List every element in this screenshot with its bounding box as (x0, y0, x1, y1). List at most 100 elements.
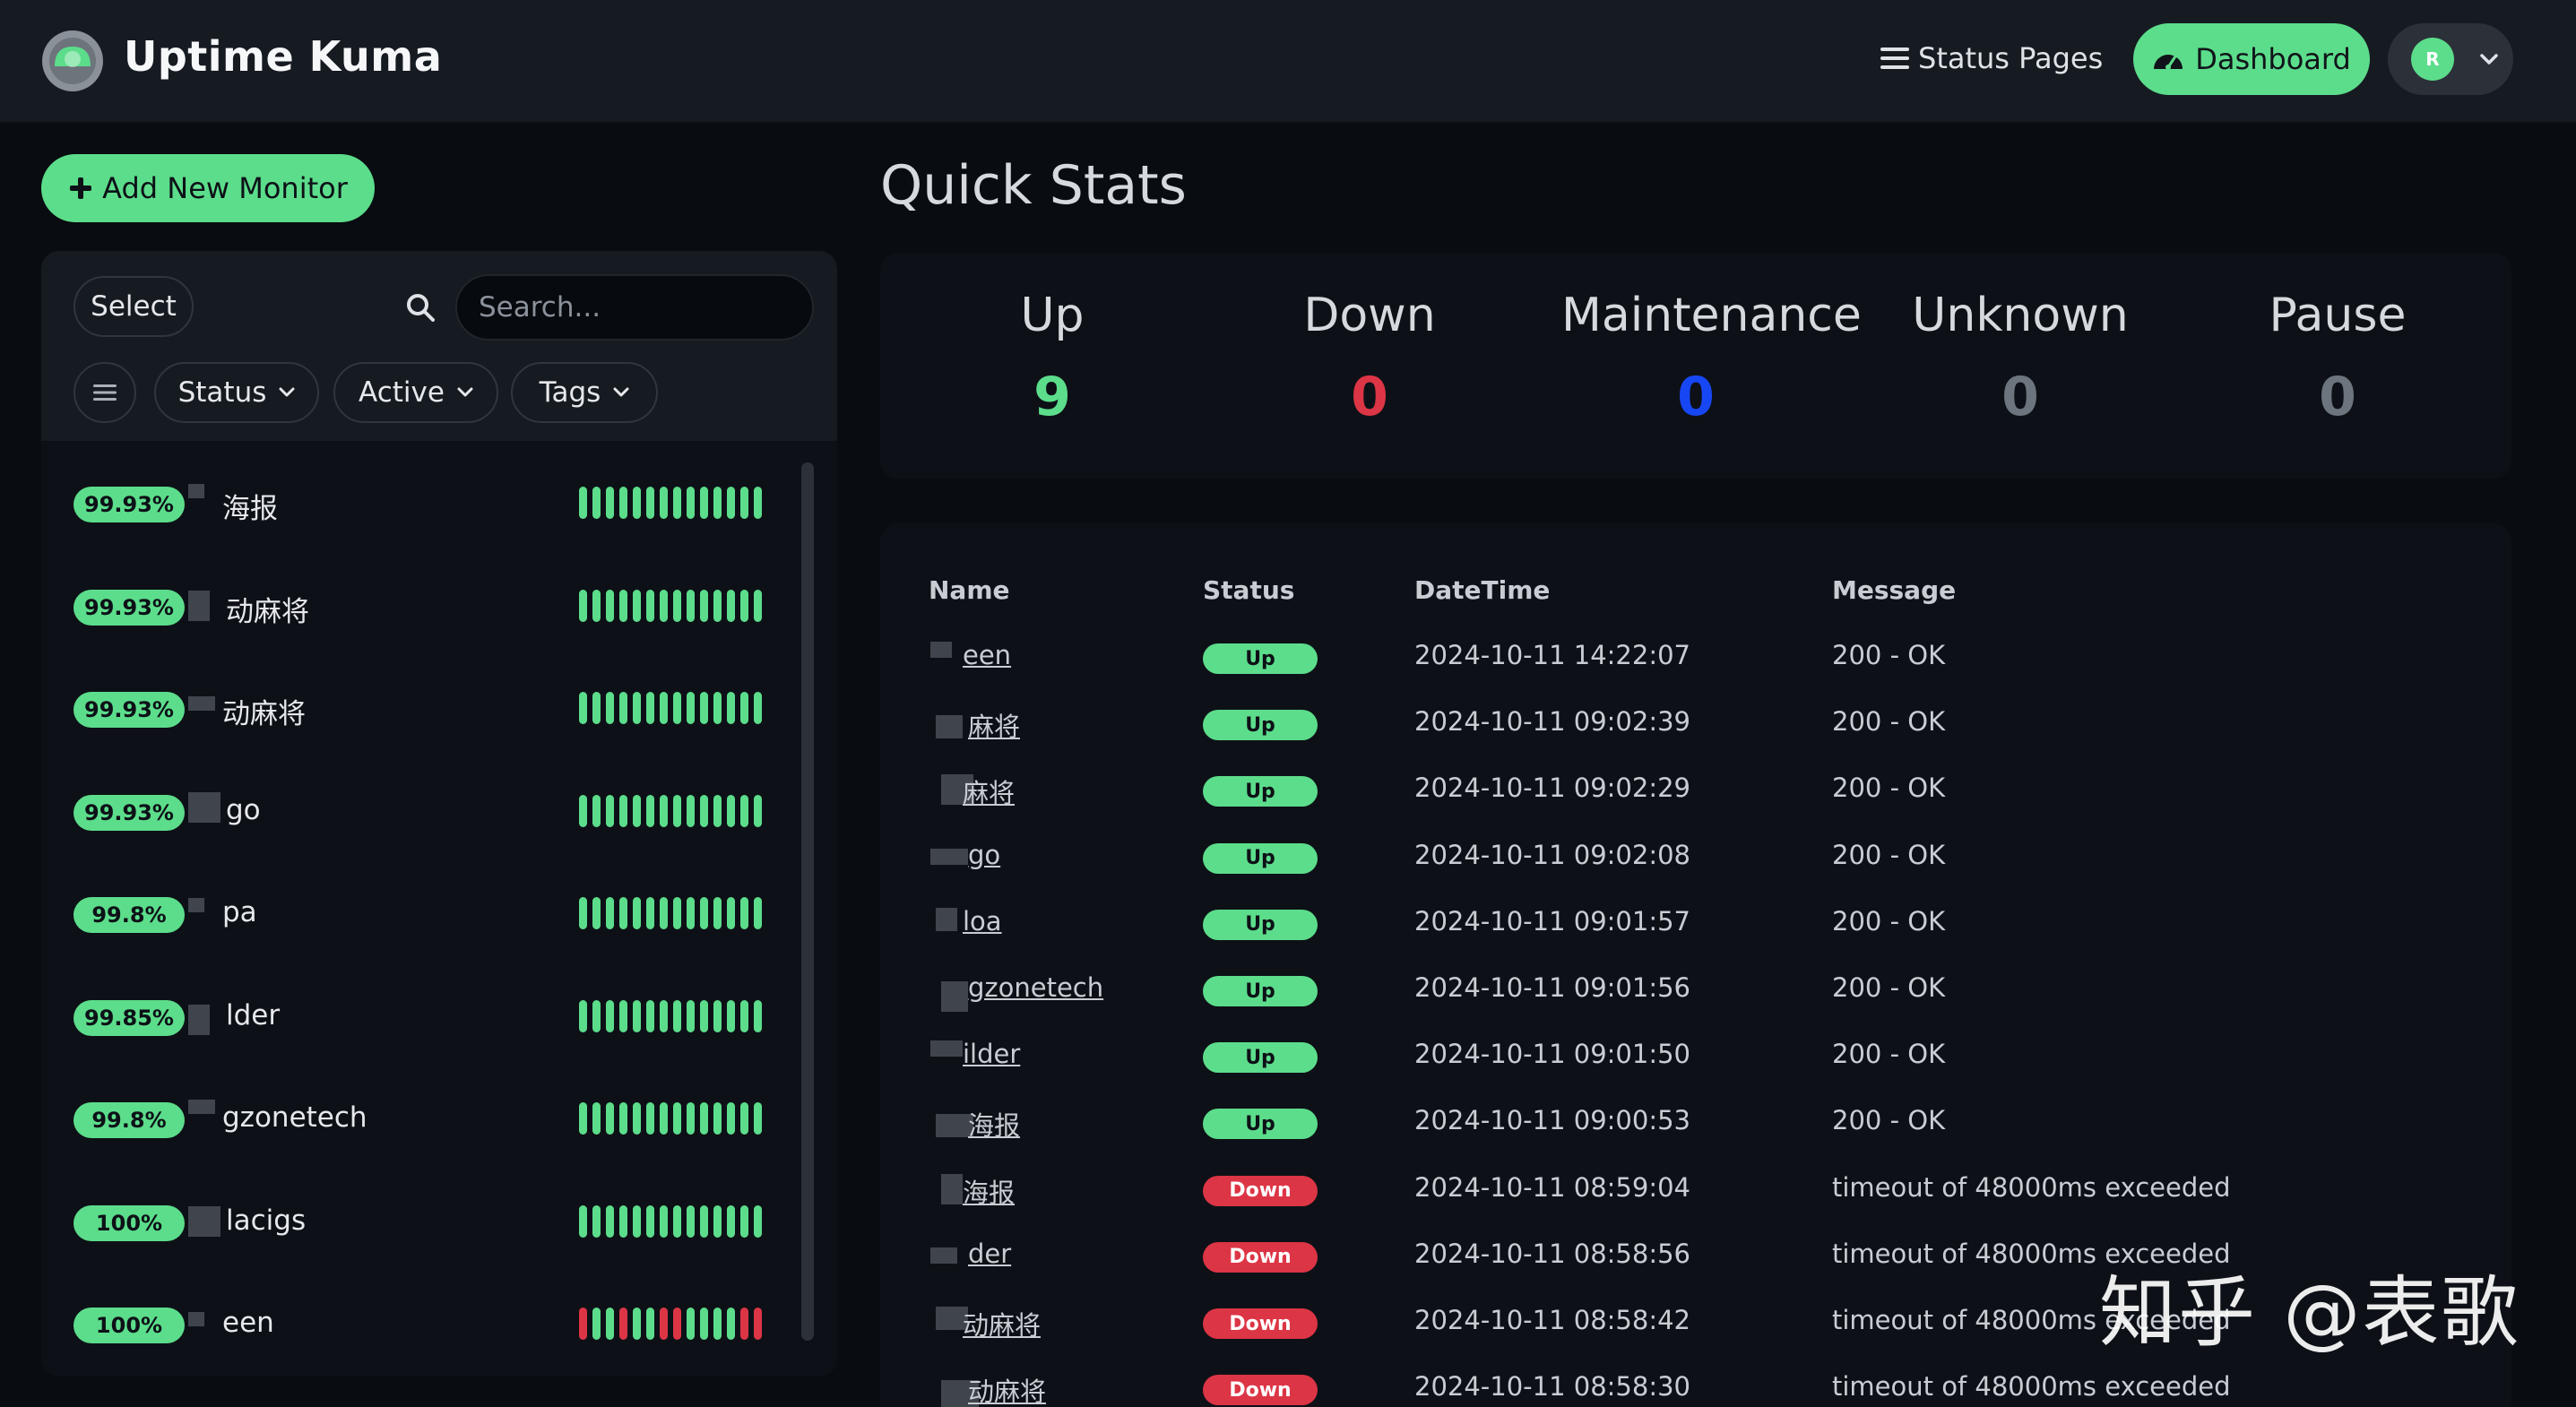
heartbeat-beat[interactable] (619, 487, 627, 519)
heartbeat-beat[interactable] (687, 589, 695, 622)
heartbeat-beat[interactable] (579, 999, 587, 1032)
heartbeat-beat[interactable] (740, 1204, 748, 1238)
heartbeat-beat[interactable] (673, 487, 681, 519)
heartbeat-beat[interactable] (687, 1102, 695, 1135)
heartbeat-beat[interactable] (673, 897, 681, 929)
status-pages-link[interactable]: Status Pages (1880, 41, 2103, 75)
heartbeat-beat[interactable] (687, 692, 695, 724)
heartbeat-beat[interactable] (660, 1308, 668, 1340)
heartbeat-beat[interactable] (633, 897, 641, 929)
heartbeat-beat[interactable] (646, 794, 654, 827)
heartbeat-beat[interactable] (633, 1102, 641, 1135)
heartbeat-beat[interactable] (646, 1102, 654, 1135)
heartbeat-beat[interactable] (687, 487, 695, 519)
active-filter-dropdown[interactable]: Active (333, 362, 498, 423)
heartbeat-beat[interactable] (673, 692, 681, 724)
heartbeat-beat[interactable] (687, 999, 695, 1032)
heartbeat-beat[interactable] (727, 897, 735, 929)
heartbeat-beat[interactable] (700, 1204, 708, 1238)
search-input[interactable] (455, 274, 814, 341)
heartbeat-beat[interactable] (740, 794, 748, 827)
heartbeat-beat[interactable] (754, 692, 762, 724)
heartbeat-beat[interactable] (660, 589, 668, 622)
heartbeat-beat[interactable] (606, 897, 614, 929)
heartbeat-beat[interactable] (687, 897, 695, 929)
heartbeat-beat[interactable] (727, 589, 735, 622)
heartbeat-beat[interactable] (754, 1308, 762, 1340)
heartbeat-beat[interactable] (740, 589, 748, 622)
monitor-item[interactable]: 99.93% 动麻将 (41, 659, 803, 761)
event-monitor-link[interactable]: der (968, 1238, 1012, 1269)
status-filter-dropdown[interactable]: Status (154, 362, 319, 423)
heartbeat-beat[interactable] (700, 692, 708, 724)
heartbeat-beat[interactable] (619, 999, 627, 1032)
heartbeat-beat[interactable] (740, 692, 748, 724)
heartbeat-beat[interactable] (700, 1102, 708, 1135)
monitor-item[interactable]: 100% lacigs (41, 1172, 803, 1274)
heartbeat-beat[interactable] (646, 692, 654, 724)
heartbeat-beat[interactable] (633, 1204, 641, 1238)
heartbeat-beat[interactable] (633, 794, 641, 827)
heartbeat-beat[interactable] (606, 589, 614, 622)
heartbeat-beat[interactable] (606, 1102, 614, 1135)
heartbeat-beat[interactable] (713, 794, 722, 827)
heartbeat-beat[interactable] (606, 692, 614, 724)
monitor-item[interactable]: 99.8% gzonetech (41, 1069, 803, 1171)
heartbeat-beat[interactable] (700, 1308, 708, 1340)
heartbeat-beat[interactable] (646, 1204, 654, 1238)
heartbeat-beat[interactable] (754, 999, 762, 1032)
heartbeat-beat[interactable] (646, 487, 654, 519)
heartbeat-beat[interactable] (700, 487, 708, 519)
heartbeat-beat[interactable] (727, 999, 735, 1032)
uptime-kuma-logo-icon[interactable] (38, 27, 108, 91)
monitor-list-scrollbar[interactable] (801, 462, 814, 1341)
event-monitor-link[interactable]: 动麻将 (968, 1377, 1047, 1407)
heartbeat-beat[interactable] (713, 589, 722, 622)
event-monitor-link[interactable]: 动麻将 (963, 1310, 1042, 1341)
heartbeat-beat[interactable] (633, 487, 641, 519)
heartbeat-beat[interactable] (673, 589, 681, 622)
heartbeat-beat[interactable] (713, 487, 722, 519)
heartbeat-beat[interactable] (660, 794, 668, 827)
heartbeat-beat[interactable] (592, 692, 601, 724)
app-title[interactable]: Uptime Kuma (124, 32, 443, 81)
heartbeat-beat[interactable] (633, 1308, 641, 1340)
heartbeat-beat[interactable] (740, 897, 748, 929)
monitor-item[interactable]: 99.93% 动麻将 (41, 557, 803, 659)
event-monitor-link[interactable]: loa (963, 905, 1002, 937)
heartbeat-beat[interactable] (673, 794, 681, 827)
heartbeat-beat[interactable] (673, 999, 681, 1032)
heartbeat-beat[interactable] (660, 692, 668, 724)
profile-dropdown[interactable]: R (2388, 23, 2513, 95)
heartbeat-beat[interactable] (619, 589, 627, 622)
heartbeat-beat[interactable] (592, 999, 601, 1032)
event-monitor-link[interactable]: 麻将 (963, 778, 1016, 809)
heartbeat-beat[interactable] (579, 1102, 587, 1135)
monitor-item[interactable]: 99.8% pa (41, 864, 803, 966)
heartbeat-beat[interactable] (606, 487, 614, 519)
heartbeat-beat[interactable] (660, 487, 668, 519)
heartbeat-beat[interactable] (619, 1204, 627, 1238)
heartbeat-beat[interactable] (713, 999, 722, 1032)
heartbeat-beat[interactable] (673, 1102, 681, 1135)
heartbeat-beat[interactable] (727, 794, 735, 827)
heartbeat-beat[interactable] (673, 1308, 681, 1340)
heartbeat-beat[interactable] (713, 1102, 722, 1135)
heartbeat-beat[interactable] (619, 794, 627, 827)
event-monitor-link[interactable]: gzonetech (968, 972, 1104, 1003)
heartbeat-beat[interactable] (700, 999, 708, 1032)
event-monitor-link[interactable]: 海报 (963, 1177, 1016, 1208)
heartbeat-beat[interactable] (713, 897, 722, 929)
heartbeat-beat[interactable] (754, 1102, 762, 1135)
heartbeat-beat[interactable] (579, 794, 587, 827)
heartbeat-beat[interactable] (740, 1308, 748, 1340)
heartbeat-beat[interactable] (687, 1204, 695, 1238)
event-monitor-link[interactable]: 麻将 (968, 712, 1021, 743)
heartbeat-beat[interactable] (700, 589, 708, 622)
heartbeat-beat[interactable] (727, 1102, 735, 1135)
heartbeat-beat[interactable] (700, 794, 708, 827)
heartbeat-beat[interactable] (606, 1308, 614, 1340)
heartbeat-beat[interactable] (646, 589, 654, 622)
heartbeat-beat[interactable] (619, 692, 627, 724)
heartbeat-beat[interactable] (606, 999, 614, 1032)
